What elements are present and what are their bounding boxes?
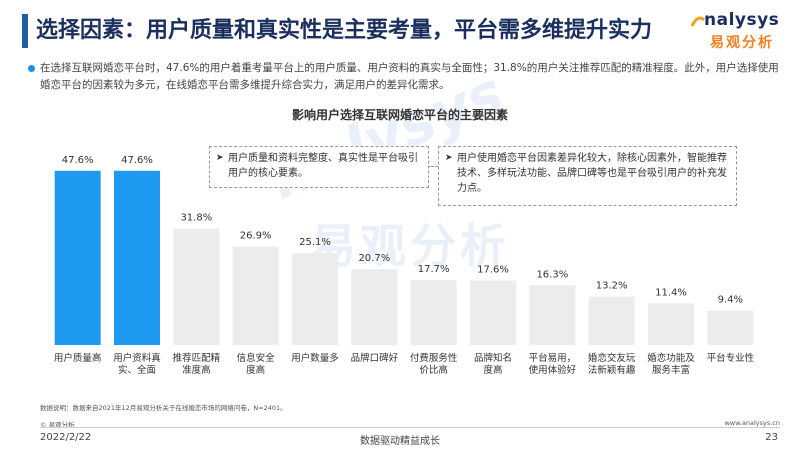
bar-4: [292, 253, 338, 345]
title-accent-bar: [22, 14, 28, 48]
arrow-right-icon: ➤: [445, 153, 453, 163]
value-label-5: 20.7%: [358, 253, 390, 264]
bullet-icon: [28, 65, 35, 72]
value-label-10: 11.4%: [655, 287, 687, 298]
bar-5: [351, 269, 398, 345]
category-label-1: 用户资料真实、全面: [113, 352, 161, 376]
value-label-7: 17.6%: [477, 265, 509, 276]
note-text-core: 用户质量和资料完整度、真实性是平台吸引用户的核心要素。: [228, 153, 418, 179]
website-link[interactable]: www.analysys.cn: [724, 419, 780, 427]
category-label-5: 品牌口碑好: [351, 352, 399, 364]
value-label-8: 16.3%: [536, 269, 568, 280]
category-label-4: 用户数量多: [291, 352, 339, 364]
analysys-logo: nalysys 易观分析: [690, 10, 790, 56]
category-label-9: 婚恋交友玩法新颖有趣: [588, 352, 636, 376]
note-box-diverse: ➤ 用户使用婚恋平台因素差异化较大，除核心因素外，智能推荐技术、多样玩法功能、品…: [438, 146, 737, 206]
copyright: © 易观分析: [40, 421, 75, 429]
category-label-0: 用户质量高: [54, 352, 102, 364]
value-label-1: 47.6%: [121, 155, 153, 166]
bar-8: [529, 285, 576, 345]
value-label-3: 26.9%: [240, 231, 272, 242]
chart-title: 影响用户选择互联网婚恋平台的主要因素: [291, 108, 508, 122]
note-connector: [427, 166, 438, 167]
page-number: 23: [765, 432, 778, 443]
category-label-8: 平台易用，使用体验好: [529, 352, 577, 376]
note-box-core: ➤ 用户质量和资料完整度、真实性是平台吸引用户的核心要素。: [209, 146, 429, 188]
category-label-7: 品牌知名度高: [474, 352, 512, 376]
category-label-2: 推荐匹配精准度高: [173, 352, 221, 376]
page-title: 选择因素：用户质量和真实性是主要考量，平台需多维提升实力: [36, 18, 653, 43]
report-date: 2022/2/22: [40, 432, 92, 443]
bar-9: [588, 296, 635, 345]
bar-2: [173, 228, 220, 345]
category-label-11: 平台专业性: [707, 352, 755, 364]
note-text-diverse: 用户使用婚恋平台因素差异化较大，除核心因素外，智能推荐技术、多样玩法功能、品牌口…: [457, 153, 727, 194]
value-label-4: 25.1%: [299, 237, 331, 248]
bar-1: [114, 170, 160, 345]
value-label-2: 31.8%: [180, 213, 212, 224]
value-label-9: 13.2%: [596, 281, 628, 292]
bar-6: [410, 280, 457, 345]
logo-text-cn: 易观分析: [710, 35, 774, 51]
bar-7: [470, 280, 516, 345]
logo-text-en: nalysys: [704, 10, 780, 30]
footer-slogan: 数据驱动精益成长: [360, 436, 440, 447]
summary-text: 在选择互联网婚恋平台时，47.6%的用户着重考量平台上的用户质量、用户资料的真实…: [40, 62, 779, 91]
bar-3: [232, 246, 279, 345]
bar-0: [54, 170, 101, 345]
bar-10: [648, 303, 694, 345]
logo-swoosh-icon: [690, 16, 706, 27]
footer-divider: [40, 427, 780, 428]
data-source-note: 数据说明：数据来自2021年12月易观分析关于在线婚恋市场的网络问卷，N=240…: [40, 404, 287, 412]
category-label-10: 婚恋功能及服务丰富: [647, 352, 695, 376]
bar-chart: 47.6% 用户质量高 47.6% 用户资料真实、全面 31.8% 推荐匹配精准度高 26.…: [54, 155, 755, 376]
category-label-3: 信息安全度高: [237, 352, 276, 376]
bar-11: [707, 310, 754, 345]
value-label-6: 17.7%: [418, 264, 450, 275]
category-label-6: 付费服务性价比高: [410, 352, 458, 376]
arrow-right-icon: ➤: [216, 153, 224, 163]
value-label-11: 9.4%: [718, 295, 743, 306]
value-label-0: 47.6%: [62, 155, 94, 166]
